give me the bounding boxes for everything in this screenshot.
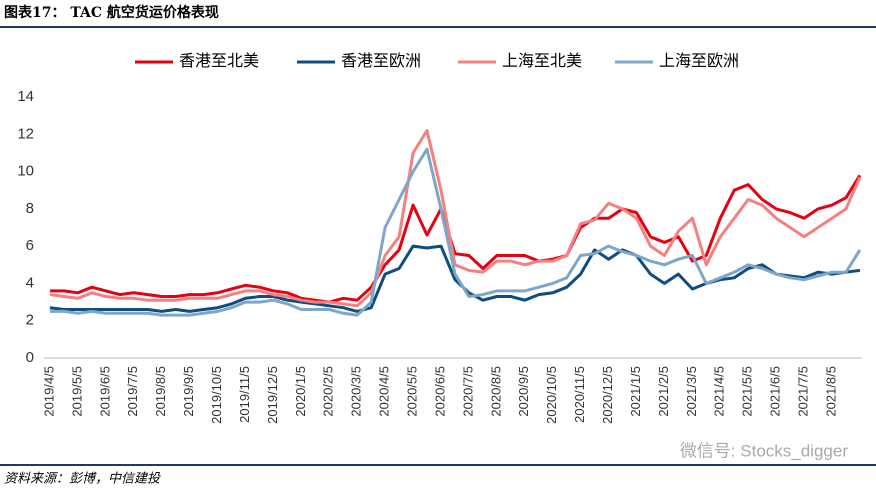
legend-label: 香港至欧洲 <box>341 52 421 70</box>
x-tick-label: 2020/9/5 <box>516 366 531 417</box>
legend-label: 上海至欧洲 <box>659 52 739 70</box>
x-tick-label: 2019/12/5 <box>265 366 280 424</box>
x-tick-label: 2021/4/5 <box>712 366 727 417</box>
series-line <box>49 129 862 308</box>
header-title: 图表17： TAC 航空货运价格表现 <box>4 4 219 21</box>
x-tick-label: 2019/10/5 <box>209 366 224 424</box>
legend-label: 上海至北美 <box>502 52 582 70</box>
x-tick-label: 2021/8/5 <box>823 366 838 417</box>
series-line <box>49 244 861 313</box>
y-tick-label: 0 <box>26 349 34 366</box>
x-tick-label: 2020/12/5 <box>600 366 615 424</box>
y-tick-label: 10 <box>17 163 34 180</box>
x-tick-label: 2021/2/5 <box>656 366 671 417</box>
x-tick-label: 2019/11/5 <box>237 366 252 423</box>
x-tick-label: 2019/9/5 <box>181 366 196 417</box>
x-tick-label: 2019/5/5 <box>69 366 84 417</box>
x-tick-label: 2020/4/5 <box>377 366 392 417</box>
y-tick-label: 6 <box>26 237 34 254</box>
x-tick-label: 2021/3/5 <box>684 366 699 417</box>
x-tick-label: 2020/3/5 <box>349 366 364 417</box>
x-tick-label: 2020/2/5 <box>321 366 336 417</box>
source-note: 资料来源：彭博，中信建投 <box>4 470 161 485</box>
y-tick-label: 8 <box>26 200 34 217</box>
legend-label: 香港至北美 <box>179 52 259 70</box>
x-tick-label: 2020/1/5 <box>293 366 308 417</box>
series-line <box>50 174 862 304</box>
x-tick-label: 2020/5/5 <box>405 366 420 417</box>
watermark: 微信号: Stocks_digger <box>680 441 849 460</box>
x-tick-label: 2020/10/5 <box>544 366 559 424</box>
x-tick-label: 2019/6/5 <box>97 366 112 417</box>
x-tick-label: 2020/11/5 <box>572 366 587 423</box>
x-tick-label: 2020/8/5 <box>488 366 503 417</box>
x-tick-label: 2019/4/5 <box>41 366 56 417</box>
x-tick-label: 2021/1/5 <box>628 366 643 417</box>
x-tick-label: 2020/7/5 <box>460 366 475 417</box>
x-tick-label: 2020/6/5 <box>432 366 447 417</box>
y-tick-label: 4 <box>26 274 34 291</box>
y-tick-label: 12 <box>17 125 34 142</box>
y-tick-label: 2 <box>26 312 34 329</box>
y-tick-label: 14 <box>17 88 34 105</box>
x-tick-label: 2021/5/5 <box>740 366 755 417</box>
x-tick-label: 2021/6/5 <box>768 366 783 417</box>
x-tick-label: 2019/7/5 <box>125 366 140 417</box>
x-tick-label: 2021/7/5 <box>796 366 811 417</box>
x-tick-label: 2019/8/5 <box>153 366 168 417</box>
series-line <box>50 147 862 317</box>
